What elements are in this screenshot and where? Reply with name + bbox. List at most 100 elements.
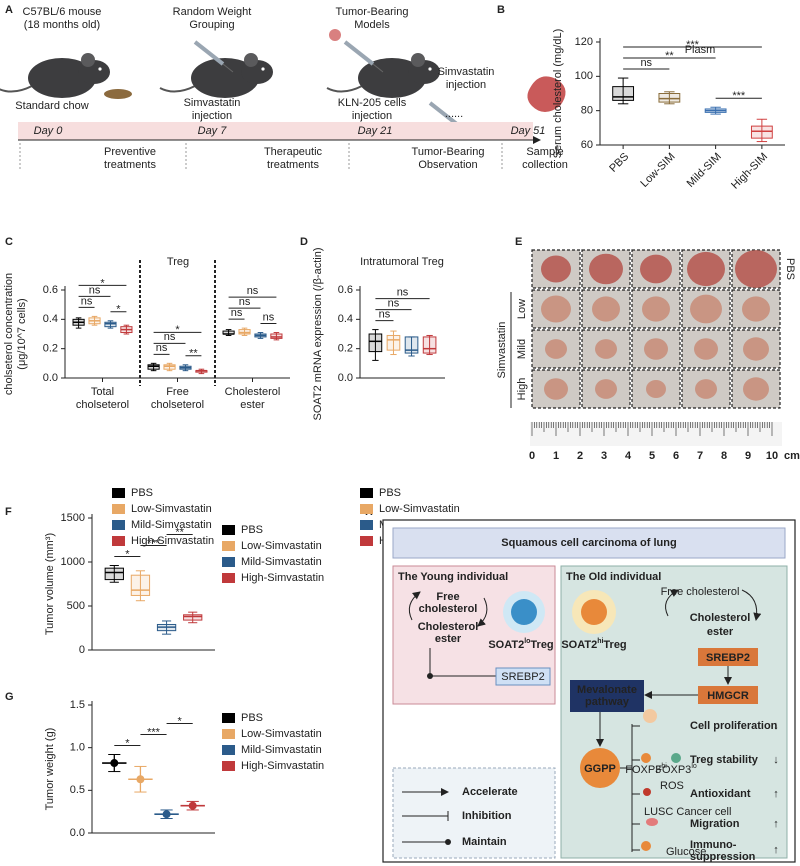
y-tick-label: 100 [575, 70, 593, 82]
y-tick-label: 500 [67, 600, 85, 612]
cells-icon [329, 29, 341, 41]
stage-caption: Simvastatin [184, 97, 241, 109]
significance-label: ** [189, 348, 198, 360]
node-box [570, 680, 644, 712]
legend-swatch [360, 504, 373, 514]
syringe-barrel [428, 101, 460, 127]
row-label: High [516, 378, 528, 401]
legend-swatch [112, 520, 125, 530]
x-tick-label: ester [240, 399, 265, 411]
box-heading: The Old individual [566, 571, 661, 583]
mouse-ear [244, 53, 258, 67]
box [750, 125, 773, 139]
phase-label: Observation [418, 159, 477, 171]
legend-label: PBS [379, 487, 401, 499]
stage-title: Simvastatin [438, 66, 495, 78]
mean-dot [136, 775, 145, 784]
stage-caption: KLN-205 cells [338, 97, 407, 109]
legend-swatch [112, 488, 125, 498]
significance-label: * [125, 737, 130, 749]
x-tick-label: Free [166, 386, 189, 398]
significance-label: *** [147, 537, 161, 549]
group-label: Simvastatin [496, 322, 508, 379]
ruler-label: 10 [766, 450, 778, 462]
legend-swatch [222, 573, 235, 583]
mean-dot [110, 759, 119, 768]
significance-label: ns [89, 284, 101, 296]
panel-label: G [5, 691, 14, 703]
day-label: Day 21 [358, 125, 393, 137]
y-axis-label: (μg/10^7 cells) [16, 298, 28, 369]
ruler-label: 0 [529, 450, 535, 462]
legend-label: Mild-Simvastatin [241, 556, 322, 568]
mean-dot [188, 801, 197, 810]
y-tick-label: 0.4 [43, 313, 58, 325]
legend-label: Accelerate [462, 786, 518, 798]
effect-arrow: ↑ [773, 818, 779, 830]
phase-label: treatments [104, 159, 156, 171]
ruler [530, 422, 782, 446]
y-tick-label: 0.0 [43, 372, 58, 384]
stage-title: (18 months old) [24, 19, 100, 31]
cycle-arrow [665, 589, 679, 617]
chart-title: Intratumoral Treg [360, 256, 444, 268]
cell-label: SOAT2hiTreg [561, 638, 626, 651]
y-tick-label: 0.2 [338, 343, 353, 355]
node-label: Free cholesterol [661, 586, 740, 598]
significance-label: *** [686, 39, 700, 51]
stage-caption: ...... [445, 108, 463, 120]
legend-dot [445, 839, 451, 845]
panel-label: B [497, 4, 505, 16]
node-label: HMGCR [707, 690, 749, 702]
effect-label: Treg stability [690, 754, 759, 766]
treg-cell [581, 599, 607, 625]
box [658, 93, 681, 103]
node-label: pathway [585, 696, 630, 708]
tumor-photo [646, 380, 666, 398]
treg-cell [511, 599, 537, 625]
tumor-photo [695, 379, 717, 399]
y-tick-label: 120 [575, 36, 593, 48]
maintain-dot [427, 673, 433, 679]
icon-label: FOXP3hi [625, 763, 667, 776]
day-label: Day 0 [34, 125, 64, 137]
chow-pellets [104, 89, 132, 99]
phase-label: collection [522, 159, 568, 171]
node-label: GGPP [584, 763, 616, 775]
x-tick-label: Cholesterol [225, 386, 281, 398]
icon-label: LUSC Cancer cell [644, 806, 731, 818]
node-box [698, 686, 758, 704]
y-tick-label: 0.5 [70, 784, 85, 796]
x-tick-label: PBS [607, 151, 631, 175]
tumor-photo [742, 296, 770, 322]
stage-title: Models [354, 19, 390, 31]
legend-swatch [222, 729, 235, 739]
panel-label: C [5, 236, 13, 248]
legend-swatch [222, 525, 235, 535]
node-box [698, 648, 758, 666]
significance-label: ns [379, 309, 391, 321]
tumor-icon [527, 76, 566, 112]
node-label: Mevalonate [577, 684, 637, 696]
stage-caption: Standard chow [15, 100, 88, 112]
mouse-eye [428, 67, 432, 71]
ruler-label: 9 [745, 450, 751, 462]
cycle-arrow [408, 591, 421, 621]
text-superscript: lo [691, 763, 697, 770]
tumor-photo [640, 254, 672, 284]
tumor-photo [735, 250, 777, 288]
y-axis-label: Tumor weight (g) [44, 728, 56, 811]
node-box [495, 667, 551, 686]
ggpp-node [580, 748, 620, 788]
node-label: Cholesterol [690, 612, 751, 624]
mouse-illustration [0, 53, 110, 98]
effect-label: Cell proliferation [690, 720, 778, 732]
box [386, 334, 401, 351]
stage-title: Random Weight [173, 6, 252, 18]
icon-label: Glucose [666, 846, 706, 858]
legend-label: PBS [131, 487, 153, 499]
legend-label: PBS [241, 524, 263, 536]
text-base: SOAT2 [488, 639, 524, 651]
